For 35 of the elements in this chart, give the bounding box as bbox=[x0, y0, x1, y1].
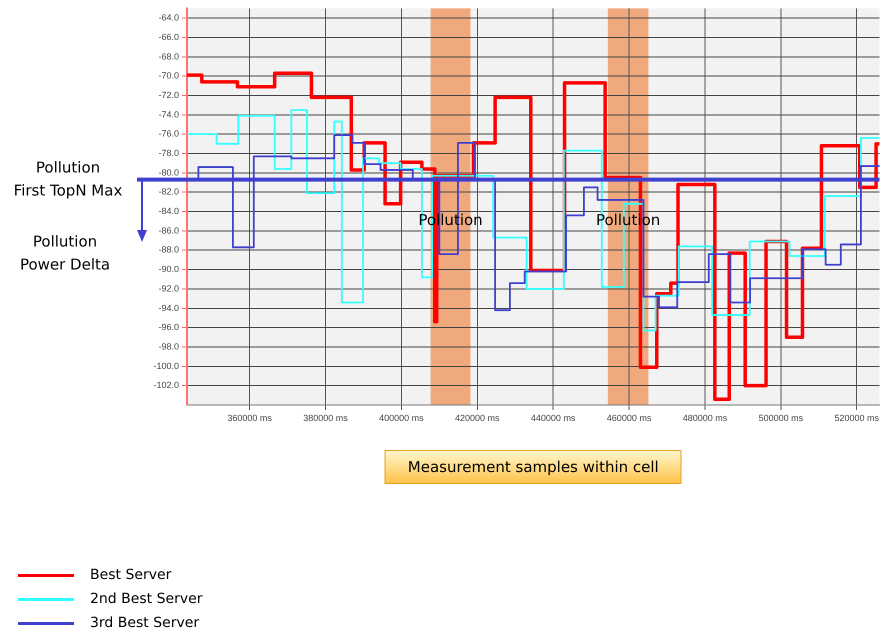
y-tick-label: -76.0 bbox=[158, 128, 179, 139]
x-tick-label: 420000 ms bbox=[455, 412, 500, 423]
y-tick-label: -88.0 bbox=[158, 244, 179, 255]
y-tick-label: -86.0 bbox=[158, 225, 179, 236]
legend-label: 3rd Best Server bbox=[90, 615, 200, 629]
y-tick-label: -100.0 bbox=[153, 360, 179, 371]
x-axis-title: Measurement samples within cell bbox=[384, 450, 682, 484]
x-tick-label: 400000 ms bbox=[379, 412, 424, 423]
x-tick-label: 480000 ms bbox=[682, 412, 728, 423]
y-tick-label: -98.0 bbox=[158, 341, 179, 352]
y-tick-label: -92.0 bbox=[158, 283, 179, 294]
text: Pollution Power Delta bbox=[20, 232, 110, 274]
x-tick-label: 440000 ms bbox=[530, 412, 576, 423]
y-tick-label: -70.0 bbox=[158, 70, 179, 81]
y-tick-label: -64.0 bbox=[158, 12, 179, 23]
x-tick-label: 520000 ms bbox=[834, 412, 880, 423]
y-tick-label: -72.0 bbox=[158, 90, 179, 100]
y-tick-label: -74.0 bbox=[158, 109, 179, 120]
legend-label: Best Server bbox=[90, 567, 172, 583]
x-tick-label: 500000 ms bbox=[758, 412, 804, 423]
y-tick-label: -96.0 bbox=[158, 322, 179, 332]
x-tick-label: 460000 ms bbox=[606, 412, 652, 423]
y-tick-label: -80.0 bbox=[158, 167, 179, 178]
y-tick-label: -82.0 bbox=[158, 186, 179, 197]
x-tick-label: 360000 ms bbox=[227, 412, 272, 423]
y-tick-label: -94.0 bbox=[158, 302, 179, 313]
y-tick-label: -66.0 bbox=[158, 32, 179, 42]
ref-line-label: Pollution First TopN Max bbox=[14, 158, 122, 200]
y-tick-label: -68.0 bbox=[158, 51, 179, 62]
y-tick-label: -78.0 bbox=[158, 148, 179, 158]
x-tick-label: 380000 ms bbox=[303, 412, 348, 423]
y-tick-label: -84.0 bbox=[158, 206, 179, 216]
y-tick-label: -90.0 bbox=[158, 264, 179, 274]
legend-label: 2nd Best Server bbox=[90, 591, 202, 607]
y-tick-label: -102.0 bbox=[153, 380, 179, 390]
